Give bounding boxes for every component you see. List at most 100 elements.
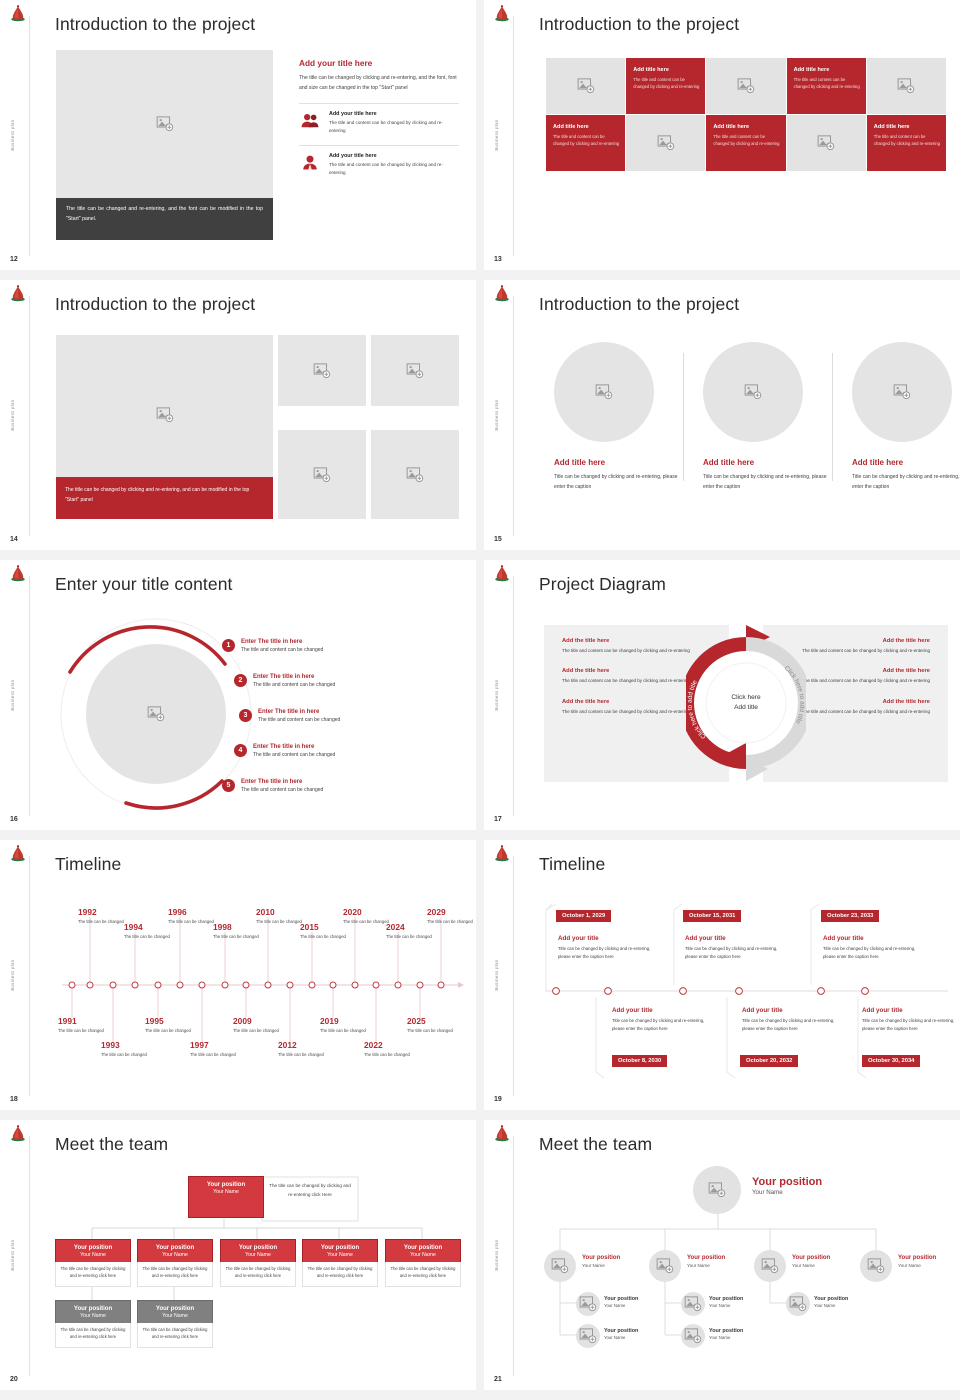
list-item[interactable]: 4 Enter The title in here The title and c… (222, 733, 462, 768)
slide-14[interactable]: Business plan 14 Introduction to the pro… (0, 280, 476, 550)
timeline-entry[interactable]: 2010 The title can be changed (256, 907, 308, 926)
avatar[interactable] (576, 1324, 600, 1348)
image-tile[interactable] (866, 58, 946, 114)
panel-item[interactable]: Add the title here The title and content … (781, 668, 930, 685)
image-tile[interactable] (706, 58, 786, 114)
avatar[interactable] (681, 1292, 705, 1316)
timeline-entry[interactable]: 1993 The title can be changed (101, 1040, 153, 1059)
text-tile[interactable]: Add title here The title and content can … (706, 115, 786, 171)
panel-item[interactable]: Add the title here The title and content … (781, 699, 930, 716)
slide-13[interactable]: Business plan 13 Introduction to the pro… (484, 0, 960, 270)
image-placeholder[interactable] (371, 430, 459, 519)
caption-bar[interactable]: The title can be changed and re-entering… (56, 198, 273, 240)
org-node[interactable]: Your position Your Name (55, 1239, 131, 1264)
timeline-card[interactable]: Add your title Title can be changed by cl… (558, 935, 663, 960)
circle-image-placeholder[interactable] (703, 342, 803, 442)
image-tile[interactable] (626, 115, 706, 171)
timeline-card[interactable]: Add your title Title can be changed by cl… (612, 1007, 717, 1032)
timeline-entry[interactable]: 2019 The title can be changed (320, 1016, 372, 1035)
circle-image-placeholder[interactable] (852, 342, 952, 442)
slide-20[interactable]: Business plan 20 Meet the team Your posi… (0, 1120, 476, 1390)
slide-19[interactable]: Business plan 19 Timeline October 1, 202… (484, 840, 960, 1110)
panel-item[interactable]: Add the title here The title and content … (562, 638, 711, 655)
timeline-entry[interactable]: 1995 The title can be changed (145, 1016, 197, 1035)
image-placeholder[interactable] (371, 335, 459, 406)
timeline-entry[interactable]: 2015 The title can be changed (300, 922, 352, 941)
panel-item[interactable]: Add the title here The title and content … (781, 638, 930, 655)
org-root-node[interactable]: Your position Your Name (188, 1176, 264, 1218)
timeline-entry[interactable]: 1992 The title can be changed (78, 907, 130, 926)
caption-bar[interactable]: The title can be changed by clicking and… (56, 477, 273, 519)
text-tile[interactable]: Add title here The title and content can … (786, 58, 866, 114)
timeline-entry[interactable]: 2020 The title can be changed (343, 907, 395, 926)
org-node[interactable]: Your position Your Name (302, 1239, 378, 1264)
image-placeholder[interactable] (278, 430, 366, 519)
timeline-entry[interactable]: 2009 The title can be changed (233, 1016, 285, 1035)
avatar[interactable] (681, 1324, 705, 1348)
slide-16[interactable]: Business plan 16 Enter your title conten… (0, 560, 476, 830)
timeline-entry[interactable]: 1994 The title can be changed (124, 922, 176, 941)
avatar[interactable] (786, 1292, 810, 1316)
org-node[interactable]: Your position Your Name (385, 1239, 461, 1264)
org-node[interactable]: Your position Your Name (137, 1300, 213, 1325)
image-placeholder[interactable] (56, 50, 273, 198)
org-node[interactable]: Your position Your Name (55, 1300, 131, 1325)
list-item[interactable]: 2 Enter The title in here The title and c… (222, 663, 462, 698)
image-placeholder[interactable] (278, 335, 366, 406)
org-node[interactable]: Your position Your Name (220, 1239, 296, 1264)
avatar[interactable] (576, 1292, 600, 1316)
text-tile[interactable]: Add title here The title and content can … (866, 115, 946, 171)
list-item[interactable]: 3 Enter The title in here The title and c… (222, 698, 462, 733)
timeline-entry[interactable]: 2012 The title can be changed (278, 1040, 330, 1059)
timeline-entry[interactable]: 2024 The title can be changed (386, 922, 438, 941)
org-node[interactable]: Your position Your Name (137, 1239, 213, 1264)
feature-column[interactable]: Add title here Title can be changed by c… (703, 342, 827, 493)
timeline-entry[interactable]: 1997 The title can be changed (190, 1040, 242, 1059)
image-tile[interactable] (786, 115, 866, 171)
avatar[interactable] (649, 1250, 681, 1282)
avatar[interactable] (860, 1250, 892, 1282)
image-placeholder-large[interactable] (56, 335, 273, 495)
card-title: Add your title (685, 935, 726, 942)
timeline-entry[interactable]: 1996 The title can be changed (168, 907, 220, 926)
date-badge[interactable]: October 15, 2031 (683, 910, 742, 922)
date-badge[interactable]: October 20, 2032 (740, 1055, 799, 1067)
date-badge[interactable]: October 8, 2030 (612, 1055, 668, 1067)
date-badge[interactable]: October 1, 2029 (556, 910, 612, 922)
year-label: 2024 (386, 922, 405, 932)
slide-21[interactable]: Business plan 21 Meet the team Your posi… (484, 1120, 960, 1390)
timeline-entry[interactable]: 1998 The title can be changed (213, 922, 265, 941)
feature-column[interactable]: Add title here Title can be changed by c… (554, 342, 678, 493)
slide-18[interactable]: Business plan 18 Timeline (0, 840, 476, 1110)
feature-row[interactable]: Add your title here The title and conten… (299, 111, 459, 136)
date-badge[interactable]: October 30, 2034 (862, 1055, 921, 1067)
slide-12[interactable]: Business plan 12 Introduction to the pro… (0, 0, 476, 270)
panel-item[interactable]: Add the title here The title and content … (562, 668, 711, 685)
timeline-card[interactable]: Add your title Title can be changed by cl… (685, 935, 790, 960)
text-tile[interactable]: Add title here The title and content can … (546, 115, 626, 171)
date-badge[interactable]: October 23, 2033 (821, 910, 880, 922)
timeline-entry[interactable]: 2029 The title can be changed (427, 907, 476, 926)
avatar[interactable] (754, 1250, 786, 1282)
timeline-entry[interactable]: 1991 The title can be changed (58, 1016, 110, 1035)
image-tile[interactable] (546, 58, 626, 114)
timeline-entry[interactable]: 2022 The title can be changed (364, 1040, 416, 1059)
timeline-card[interactable]: Add your title Title can be changed by cl… (823, 935, 928, 960)
panel-item[interactable]: Add the title here The title and content … (562, 699, 711, 716)
timeline-entry[interactable]: 2025 The title can be changed (407, 1016, 459, 1035)
slide-17[interactable]: Business plan 17 Project Diagram Add the… (484, 560, 960, 830)
circle-image-placeholder[interactable] (554, 342, 654, 442)
text-tile[interactable]: Add title here The title and content can … (626, 58, 706, 114)
list-item[interactable]: 1 Enter The title in here The title and c… (222, 628, 462, 663)
timeline-card[interactable]: Add your title Title can be changed by cl… (862, 1007, 960, 1032)
slide-15[interactable]: Business plan 15 Introduction to the pro… (484, 280, 960, 550)
cycle-diagram[interactable]: Click here to add title Click here to ad… (680, 615, 812, 791)
card-title: Add your title (558, 935, 599, 942)
list-item[interactable]: 5 Enter The title in here The title and c… (222, 768, 462, 803)
avatar[interactable] (544, 1250, 576, 1282)
feature-row[interactable]: Add your title here The title and conten… (299, 153, 459, 178)
desc-text: The title can be changed by clicking and… (390, 1266, 456, 1278)
timeline-card[interactable]: Add your title Title can be changed by cl… (742, 1007, 847, 1032)
avatar[interactable] (693, 1166, 741, 1214)
feature-column[interactable]: Add title here Title can be changed by c… (852, 342, 960, 493)
